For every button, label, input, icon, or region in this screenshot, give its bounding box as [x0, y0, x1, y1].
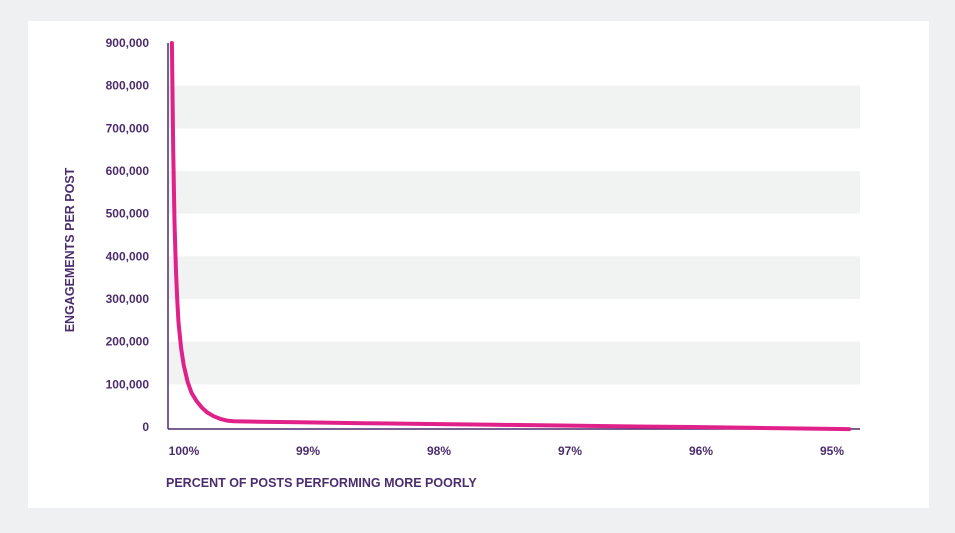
y-tick-label: 0	[142, 420, 149, 434]
x-tick-label: 95%	[820, 444, 844, 458]
y-tick-label: 800,000	[106, 79, 150, 93]
y-tick-label: 500,000	[106, 207, 150, 221]
engagement-curve	[169, 41, 852, 432]
y-tick-label: 700,000	[106, 121, 150, 135]
grid-band	[168, 171, 860, 214]
x-axis-title: PERCENT OF POSTS PERFORMING MORE POORLY	[166, 476, 477, 490]
y-tick-label: 100,000	[106, 377, 150, 391]
x-axis-ticks: 100% 99% 98% 97% 96% 95%	[169, 444, 845, 458]
x-tick-label: 100%	[169, 444, 200, 458]
y-tick-label: 900,000	[106, 36, 150, 50]
x-tick-label: 99%	[296, 444, 320, 458]
y-tick-label: 200,000	[106, 335, 150, 349]
grid-band	[168, 256, 860, 299]
y-tick-label: 600,000	[106, 164, 150, 178]
y-tick-label: 300,000	[106, 292, 150, 306]
x-tick-label: 96%	[689, 444, 713, 458]
line-chart: 0 100,000 200,000 300,000 400,000 500,000 600,…	[63, 36, 860, 490]
grid-band	[168, 85, 860, 129]
x-tick-label: 97%	[558, 444, 582, 458]
chart-card: 0 100,000 200,000 300,000 400,000 500,000 600,…	[28, 21, 929, 508]
grid-band	[168, 341, 860, 385]
x-tick-label: 98%	[427, 444, 451, 458]
y-tick-label: 400,000	[106, 249, 150, 263]
grid-bands	[168, 85, 860, 385]
y-axis-ticks: 0 100,000 200,000 300,000 400,000 500,000 600,…	[106, 36, 150, 434]
y-axis-title: ENGAGEMENTS PER POST	[63, 167, 77, 332]
